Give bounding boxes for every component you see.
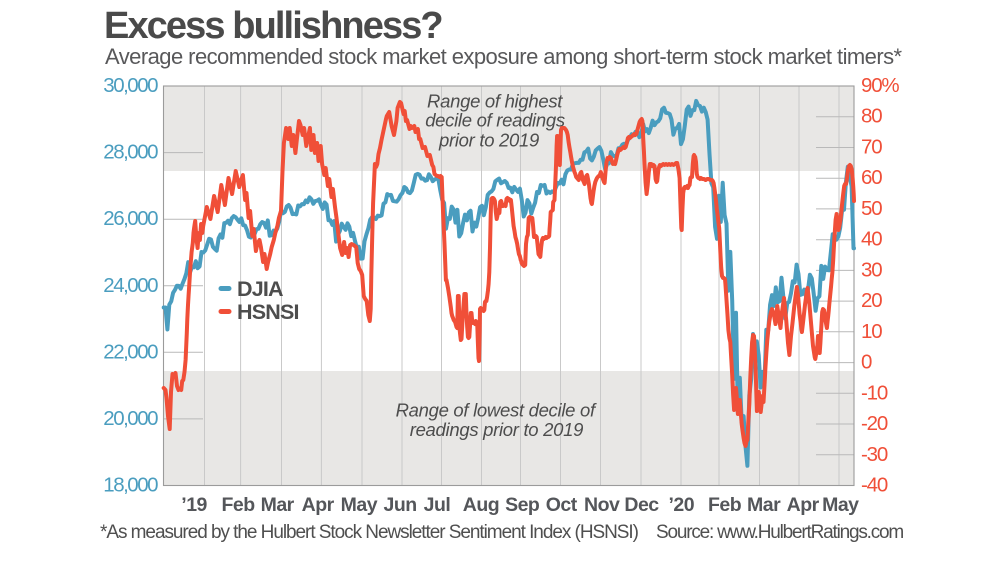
svg-text:May: May [341, 494, 378, 516]
svg-text:26,000: 26,000 [103, 207, 158, 230]
svg-text:Apr: Apr [787, 494, 820, 516]
svg-text:May: May [822, 494, 859, 516]
svg-text:Range of highest: Range of highest [427, 91, 563, 112]
svg-text:-20: -20 [861, 412, 888, 435]
svg-text:readings prior to 2019: readings prior to 2019 [410, 419, 583, 440]
svg-text:Oct: Oct [546, 494, 578, 516]
svg-text:20,000: 20,000 [103, 407, 158, 430]
svg-text:0: 0 [861, 351, 872, 374]
svg-text:Mar: Mar [747, 494, 781, 516]
svg-text:Nov: Nov [584, 494, 620, 516]
svg-text:Jul: Jul [424, 494, 451, 516]
svg-text:30: 30 [861, 258, 882, 281]
svg-text:Feb: Feb [708, 494, 742, 516]
svg-text:20: 20 [861, 289, 882, 312]
svg-text:-40: -40 [861, 474, 888, 497]
svg-text:-30: -30 [861, 443, 888, 466]
svg-text:Jun: Jun [384, 494, 417, 516]
svg-text:Apr: Apr [302, 494, 335, 516]
svg-text:22,000: 22,000 [103, 340, 158, 363]
svg-text:90%: 90% [861, 74, 899, 97]
svg-text:50: 50 [861, 197, 882, 220]
svg-text:’20: ’20 [668, 494, 694, 516]
svg-text:70: 70 [861, 136, 882, 159]
svg-text:Aug: Aug [463, 494, 499, 516]
svg-text:Feb: Feb [222, 494, 256, 516]
svg-text:30,000: 30,000 [103, 74, 158, 97]
svg-text:10: 10 [861, 320, 882, 343]
svg-text:decile of readings: decile of readings [425, 110, 565, 131]
svg-text:24,000: 24,000 [103, 274, 158, 297]
svg-text:Mar: Mar [261, 494, 295, 516]
svg-text:18,000: 18,000 [103, 474, 158, 497]
svg-text:Dec: Dec [624, 494, 659, 516]
svg-text:28,000: 28,000 [103, 141, 158, 164]
svg-text:’19: ’19 [181, 494, 207, 516]
svg-text:prior to 2019: prior to 2019 [438, 130, 539, 151]
svg-text:Range of lowest decile of: Range of lowest decile of [396, 400, 597, 421]
svg-text:80: 80 [861, 105, 882, 128]
svg-text:HSNSI: HSNSI [237, 300, 299, 324]
svg-text:40: 40 [861, 228, 882, 251]
svg-text:Sep: Sep [505, 494, 540, 516]
svg-text:-10: -10 [861, 381, 888, 404]
svg-text:60: 60 [861, 166, 882, 189]
svg-text:DJIA: DJIA [237, 277, 283, 301]
